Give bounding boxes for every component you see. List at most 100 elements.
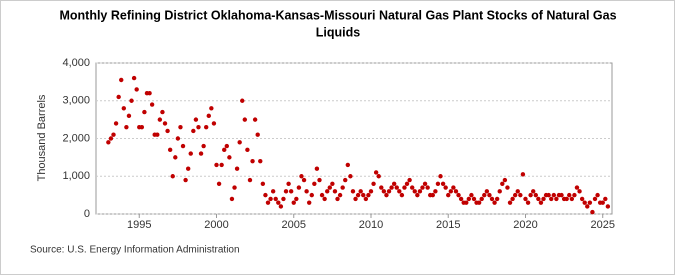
data-point — [409, 185, 415, 190]
data-point — [327, 185, 332, 190]
data-point — [126, 113, 132, 119]
data-point — [358, 189, 363, 194]
data-point — [600, 200, 605, 205]
data-point — [484, 189, 490, 194]
data-point — [492, 200, 497, 205]
data-point — [510, 196, 515, 202]
data-point — [505, 185, 510, 190]
data-point — [582, 200, 587, 205]
data-point — [309, 192, 314, 198]
data-point — [515, 189, 520, 194]
x-tick-label: 1995 — [127, 219, 151, 231]
data-point — [206, 113, 211, 119]
data-point — [446, 192, 451, 198]
data-point — [317, 177, 322, 183]
data-point — [531, 189, 536, 194]
data-point — [373, 170, 379, 175]
data-point — [417, 189, 423, 194]
data-point — [162, 121, 168, 126]
data-point — [188, 151, 193, 156]
data-point — [211, 121, 217, 126]
data-point — [291, 200, 296, 205]
data-point — [319, 192, 325, 198]
data-point — [209, 106, 214, 111]
data-point — [528, 192, 533, 198]
data-point — [196, 124, 201, 130]
x-tick-label: 2015 — [436, 219, 460, 231]
data-point — [229, 196, 235, 202]
data-point — [276, 200, 281, 205]
data-point — [353, 196, 358, 202]
data-point — [265, 200, 271, 205]
data-point — [193, 117, 199, 122]
data-point — [198, 151, 204, 156]
data-point — [397, 189, 402, 194]
data-point — [203, 124, 209, 130]
data-point — [340, 185, 345, 190]
data-point — [139, 124, 145, 130]
data-point — [476, 200, 482, 205]
data-point — [111, 132, 116, 137]
data-point — [167, 147, 173, 153]
data-point — [546, 192, 551, 198]
data-point — [487, 192, 492, 198]
data-point — [412, 189, 417, 194]
data-point — [149, 102, 155, 107]
data-point — [425, 185, 430, 190]
data-point — [451, 185, 456, 190]
data-point — [106, 140, 111, 145]
data-point — [536, 196, 541, 202]
data-point — [222, 147, 227, 153]
data-point — [569, 196, 575, 202]
data-point — [430, 192, 435, 198]
y-tick-label: 1,000 — [62, 170, 90, 182]
data-point — [173, 155, 178, 160]
data-point — [247, 177, 253, 183]
data-point — [304, 189, 309, 194]
source: Source: U.S. Energy Information Administ… — [30, 245, 240, 256]
data-point — [250, 158, 255, 164]
data-point — [191, 128, 196, 134]
data-point — [330, 181, 335, 186]
data-point — [278, 204, 284, 209]
data-point — [343, 177, 348, 183]
data-point — [116, 94, 121, 100]
y-tick-label: 0 — [84, 208, 90, 220]
y-tick-label: 2,000 — [62, 132, 90, 144]
data-point — [201, 143, 206, 149]
data-point — [216, 181, 222, 186]
data-point — [554, 196, 559, 202]
data-point — [258, 158, 263, 164]
data-point — [273, 196, 278, 202]
x-tick-label: 2020 — [513, 219, 537, 231]
data-point — [121, 106, 127, 111]
data-point — [306, 200, 312, 205]
data-point — [577, 189, 582, 194]
data-point — [119, 77, 124, 83]
data-point — [587, 200, 593, 205]
data-point — [165, 128, 170, 134]
data-point — [389, 185, 394, 190]
data-point — [549, 196, 554, 202]
data-point — [595, 192, 600, 198]
data-point — [520, 172, 526, 177]
data-point — [502, 177, 508, 183]
data-point — [219, 162, 224, 168]
data-point — [533, 192, 538, 198]
data-point — [286, 181, 291, 186]
data-point — [185, 166, 191, 171]
data-point — [288, 189, 294, 194]
data-point — [422, 181, 428, 186]
data-point — [175, 136, 181, 141]
data-point — [443, 185, 448, 190]
data-point — [394, 185, 399, 190]
data-point — [337, 192, 343, 198]
data-point — [301, 177, 307, 183]
data-point — [420, 185, 425, 190]
data-point — [479, 196, 484, 202]
data-point — [366, 192, 371, 198]
data-point — [435, 181, 441, 186]
data-point — [299, 174, 304, 179]
